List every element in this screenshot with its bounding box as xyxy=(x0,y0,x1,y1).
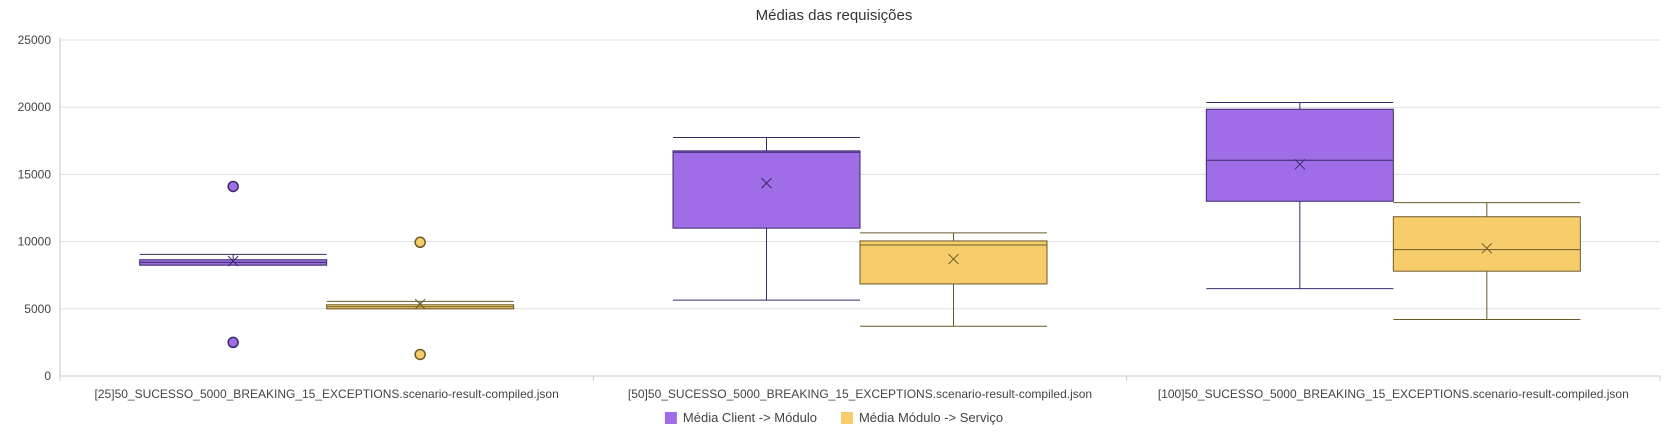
x-tick-label: [25]50_SUCESSO_5000_BREAKING_15_EXCEPTIO… xyxy=(95,387,559,401)
box-iqr[interactable] xyxy=(1392,216,1581,272)
outlier-point[interactable] xyxy=(227,336,239,349)
box-1-2[interactable] xyxy=(1392,202,1581,321)
box-0-2[interactable] xyxy=(1205,101,1394,290)
box-iqr[interactable] xyxy=(859,240,1048,285)
chart-title: Médias das requisições xyxy=(756,7,913,24)
outlier-point[interactable] xyxy=(227,180,239,193)
legend-item[interactable]: Média Módulo -> Serviço xyxy=(840,410,1003,425)
mean-marker xyxy=(948,253,959,265)
y-tick-label: 10000 xyxy=(18,235,52,249)
x-tick-label: [100]50_SUCESSO_5000_BREAKING_15_EXCEPTI… xyxy=(1158,387,1629,401)
x-tick-label: [50]50_SUCESSO_5000_BREAKING_15_EXCEPTIO… xyxy=(628,387,1092,401)
plot-area xyxy=(139,101,1581,361)
legend-swatch xyxy=(664,412,677,424)
legend-label: Média Módulo -> Serviço xyxy=(859,410,1003,425)
box-1-0[interactable] xyxy=(326,236,515,361)
box-0-0[interactable] xyxy=(139,180,328,349)
legend-swatch xyxy=(840,412,853,424)
mean-marker xyxy=(761,177,772,189)
outlier-point[interactable] xyxy=(414,236,426,249)
y-tick-label: 5000 xyxy=(24,302,51,316)
mean-marker xyxy=(414,298,426,310)
mean-marker xyxy=(227,255,239,267)
axes: 0 5000 10000 15000 20000 25000 [25]50_SUCESSO_… xyxy=(18,33,1661,401)
mean-marker xyxy=(1481,242,1493,254)
box-0-1[interactable] xyxy=(672,136,861,301)
legend[interactable]: Média Client -> Módulo Média Módulo -> Se… xyxy=(664,410,1003,425)
y-tick-label: 0 xyxy=(44,369,51,383)
y-tick-label: 20000 xyxy=(18,100,52,114)
box-iqr[interactable] xyxy=(672,150,861,229)
legend-item[interactable]: Média Client -> Módulo xyxy=(664,410,817,425)
y-tick-label: 25000 xyxy=(18,33,52,47)
y-tick-label: 15000 xyxy=(18,167,52,181)
legend-label: Média Client -> Módulo xyxy=(683,410,817,425)
box-1-1[interactable] xyxy=(859,232,1048,327)
mean-marker xyxy=(1294,158,1306,170)
box-iqr[interactable] xyxy=(1205,108,1394,202)
outlier-point[interactable] xyxy=(414,348,426,361)
